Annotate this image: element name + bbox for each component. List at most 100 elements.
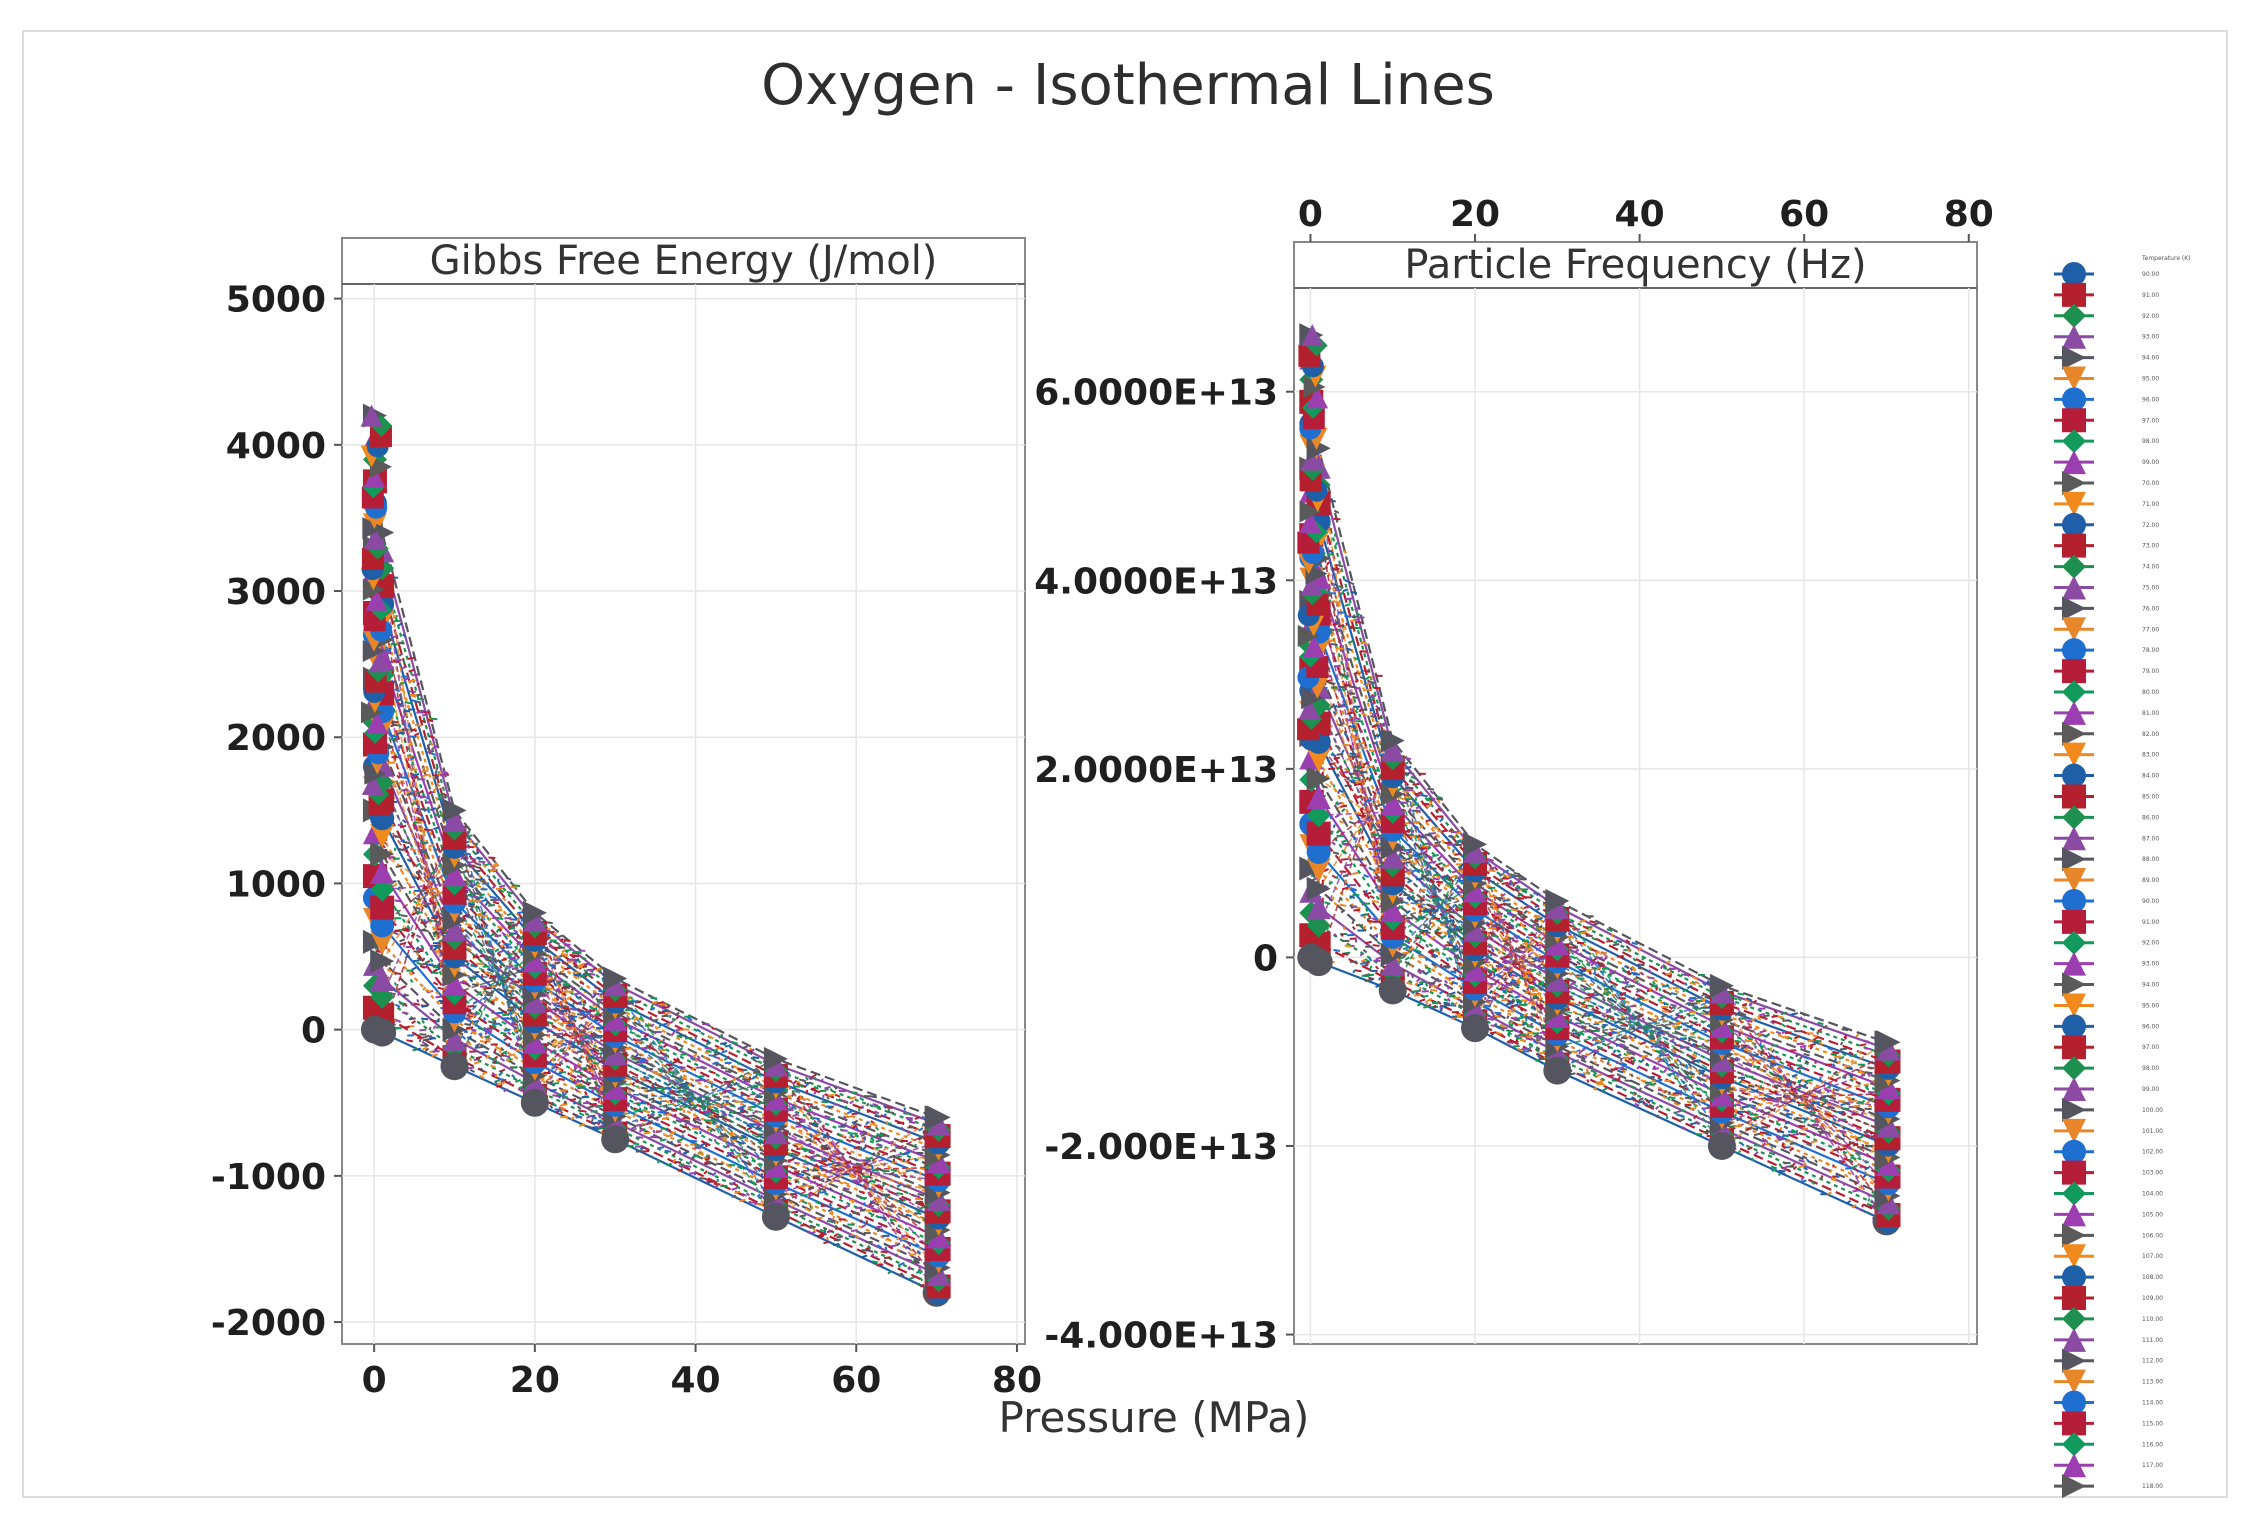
data-dash <box>1352 728 1359 733</box>
data-dash <box>1427 854 1434 860</box>
data-dash <box>813 1085 819 1090</box>
data-dash <box>676 1139 680 1144</box>
data-dash <box>414 723 423 727</box>
data-dash <box>577 1099 582 1104</box>
data-dash <box>730 1138 737 1142</box>
data-dash <box>550 1057 556 1063</box>
data-dash <box>1515 1038 1519 1043</box>
data-dash <box>798 1185 806 1188</box>
data-dash <box>742 1148 748 1154</box>
data-dash <box>1429 797 1434 802</box>
data-dash <box>1359 864 1367 867</box>
data-dash <box>819 1187 827 1192</box>
data-dash <box>822 1146 827 1151</box>
data-dash <box>1451 857 1459 861</box>
data-dash <box>475 923 481 928</box>
data-dash <box>1506 1033 1511 1038</box>
data-dash <box>396 886 401 891</box>
data-dash <box>848 1174 856 1179</box>
data-dash <box>692 1113 696 1117</box>
data-dash <box>851 1229 858 1233</box>
data-dash <box>401 1003 405 1007</box>
data-dash <box>1487 858 1495 862</box>
data-dash <box>575 1115 583 1119</box>
data-dash <box>879 1216 887 1220</box>
data-dash <box>1508 1000 1513 1005</box>
data-dash <box>427 718 434 723</box>
data-dash <box>421 712 429 717</box>
data-dash <box>482 996 488 1001</box>
data-dash <box>855 1126 859 1131</box>
data-dash <box>1690 1074 1696 1079</box>
data-dash <box>391 723 399 727</box>
isotherm-cross-line <box>1392 829 1476 963</box>
data-dash <box>1497 950 1501 955</box>
data-dash <box>1445 976 1450 981</box>
data-dash <box>564 966 571 971</box>
data-dash <box>581 1095 589 1099</box>
chart-frame: Oxygen - Isothermal Lines Gibbs Free Ene… <box>22 30 2228 1499</box>
data-dash <box>1483 1006 1490 1010</box>
data-dash <box>554 1004 561 1008</box>
data-dash <box>566 960 574 964</box>
data-dash <box>1525 1014 1530 1020</box>
data-dash <box>1353 836 1357 841</box>
data-dash <box>1533 1033 1539 1038</box>
data-dash <box>748 1200 756 1204</box>
data-dash <box>506 989 512 994</box>
data-dash <box>787 1152 794 1157</box>
data-dash <box>704 1162 712 1166</box>
data-dash <box>630 1125 637 1130</box>
data-dash <box>843 1181 850 1186</box>
data-dash <box>1333 664 1341 668</box>
data-dash <box>509 996 517 1000</box>
data-dash <box>1404 756 1412 761</box>
data-dash <box>625 1006 633 1010</box>
data-dash <box>1443 875 1451 879</box>
data-dash <box>1369 926 1373 930</box>
data-dash <box>1334 814 1340 819</box>
data-dash <box>1402 790 1410 794</box>
isotherm-cross-line <box>381 853 455 903</box>
data-dash <box>1416 1002 1423 1007</box>
data-dash <box>855 1162 863 1166</box>
data-dash <box>689 1056 696 1061</box>
data-dash <box>1366 765 1374 769</box>
data-dash <box>656 1001 664 1005</box>
data-dash <box>1459 999 1463 1004</box>
data-dash <box>400 776 408 780</box>
data-dash <box>1344 767 1349 773</box>
data-dash <box>649 1006 656 1011</box>
data-dash <box>392 734 399 739</box>
data-dash <box>805 1184 813 1188</box>
data-dash <box>734 1154 742 1158</box>
data-dash <box>1348 820 1356 825</box>
data-dash <box>678 1047 684 1052</box>
data-dash <box>814 1159 822 1163</box>
data-dash <box>483 1026 489 1031</box>
data-dash <box>1437 807 1442 812</box>
data-dash <box>825 1169 832 1174</box>
data-point-marker <box>522 1070 547 1095</box>
data-dash <box>1355 611 1361 616</box>
data-dash <box>889 1154 896 1159</box>
data-dash <box>509 984 516 989</box>
data-dash <box>842 1099 849 1104</box>
data-dash <box>1494 905 1502 909</box>
data-dash <box>643 1075 650 1080</box>
data-dash <box>1541 962 1547 967</box>
data-dash <box>402 839 405 843</box>
data-dash <box>495 929 499 933</box>
data-dash <box>590 1077 597 1081</box>
data-dash <box>590 1007 598 1011</box>
data-dash <box>511 1074 516 1079</box>
data-dash <box>1421 930 1425 935</box>
data-dash <box>863 1202 866 1206</box>
data-dash <box>581 1013 586 1018</box>
data-dash <box>1354 606 1360 611</box>
data-dash <box>862 1129 868 1134</box>
data-dash <box>1324 901 1331 905</box>
data-point-marker <box>926 1111 951 1136</box>
data-dash <box>428 1034 433 1039</box>
data-dash <box>1337 624 1345 628</box>
